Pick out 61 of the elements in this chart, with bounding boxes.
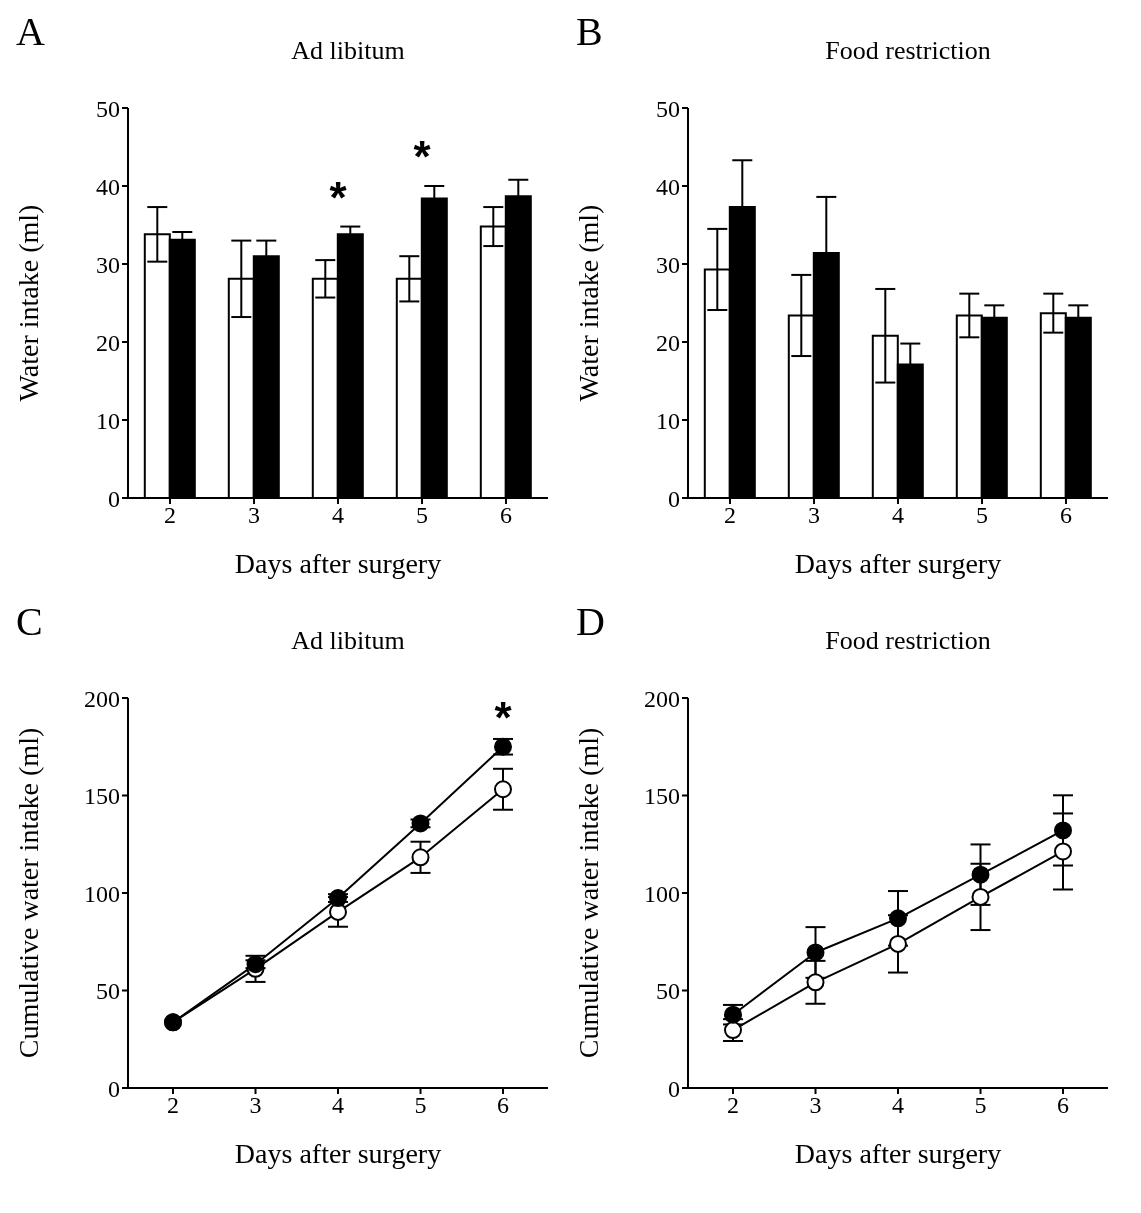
x-tick-label: 5 bbox=[416, 502, 428, 529]
x-tick-label: 6 bbox=[1057, 1092, 1069, 1119]
x-tick-label: 3 bbox=[249, 1092, 262, 1119]
x-tick-label: 2 bbox=[727, 1092, 739, 1119]
text: C bbox=[16, 598, 43, 645]
y-axis-title: Water intake (ml) bbox=[572, 204, 604, 402]
text: B bbox=[576, 8, 603, 55]
chart-title: Ad libitum bbox=[290, 36, 406, 66]
x-tick-label: 3 bbox=[248, 502, 260, 529]
x-tick-label: 6 bbox=[497, 1092, 509, 1119]
y-tick-label: 30 bbox=[656, 251, 680, 278]
x-tick-label: 5 bbox=[976, 502, 988, 529]
y-tick-label: 50 bbox=[656, 978, 680, 1005]
x-tick-label: 2 bbox=[164, 502, 176, 529]
x-tick-label: 6 bbox=[500, 502, 512, 529]
y-tick-label: 20 bbox=[656, 329, 680, 356]
y-tick-label: 10 bbox=[96, 407, 120, 434]
x-tick-label: 5 bbox=[414, 1092, 427, 1119]
x-tick-label: 2 bbox=[167, 1092, 179, 1119]
y-tick-label: 150 bbox=[644, 783, 680, 810]
y-tick-label: 0 bbox=[668, 1075, 680, 1102]
annotation: * bbox=[413, 132, 432, 181]
x-tick-label: 6 bbox=[1060, 502, 1072, 529]
y-tick-label: 200 bbox=[644, 685, 680, 712]
y-axis-title: Cumulative water intake (ml) bbox=[572, 727, 604, 1059]
chart-title: Food restriction bbox=[824, 626, 992, 656]
chart-title: Ad libitum bbox=[290, 626, 406, 656]
x-tick-label: 4 bbox=[332, 502, 344, 529]
annotation: * bbox=[329, 172, 348, 222]
y-tick-label: 100 bbox=[644, 880, 680, 907]
y-tick-label: 40 bbox=[96, 173, 120, 200]
x-tick-label: 4 bbox=[332, 1092, 344, 1119]
y-axis-title: Water intake (ml) bbox=[12, 204, 44, 402]
y-axis-title: Cumulative water intake (ml) bbox=[12, 727, 44, 1059]
y-tick-label: 50 bbox=[96, 978, 120, 1005]
y-tick-label: 100 bbox=[84, 880, 120, 907]
x-tick-label: 4 bbox=[892, 1092, 904, 1119]
y-tick-label: 50 bbox=[96, 95, 120, 122]
x-tick-label: 3 bbox=[808, 502, 820, 529]
x-tick-label: 5 bbox=[974, 1092, 987, 1119]
text: A bbox=[16, 8, 45, 55]
y-tick-label: 0 bbox=[668, 485, 680, 512]
chart-title: Food restriction bbox=[824, 36, 992, 66]
x-tick-label: 4 bbox=[892, 502, 904, 529]
x-tick-label: 2 bbox=[724, 502, 736, 529]
y-tick-label: 0 bbox=[108, 485, 120, 512]
y-tick-label: 40 bbox=[656, 173, 680, 200]
text: D bbox=[576, 598, 605, 645]
x-axis-title: Days after surgery bbox=[794, 548, 1002, 579]
x-tick-label: 3 bbox=[809, 1092, 822, 1119]
x-axis-title: Days after surgery bbox=[794, 1138, 1002, 1169]
y-tick-label: 30 bbox=[96, 251, 120, 278]
y-tick-label: 200 bbox=[84, 685, 120, 712]
x-axis-title: Days after surgery bbox=[234, 548, 442, 579]
y-tick-label: 50 bbox=[656, 95, 680, 122]
x-axis-title: Days after surgery bbox=[234, 1138, 442, 1169]
y-tick-label: 20 bbox=[96, 329, 120, 356]
annotation: * bbox=[494, 692, 513, 742]
y-tick-label: 150 bbox=[84, 783, 120, 810]
y-tick-label: 0 bbox=[108, 1075, 120, 1102]
y-tick-label: 10 bbox=[656, 407, 680, 434]
